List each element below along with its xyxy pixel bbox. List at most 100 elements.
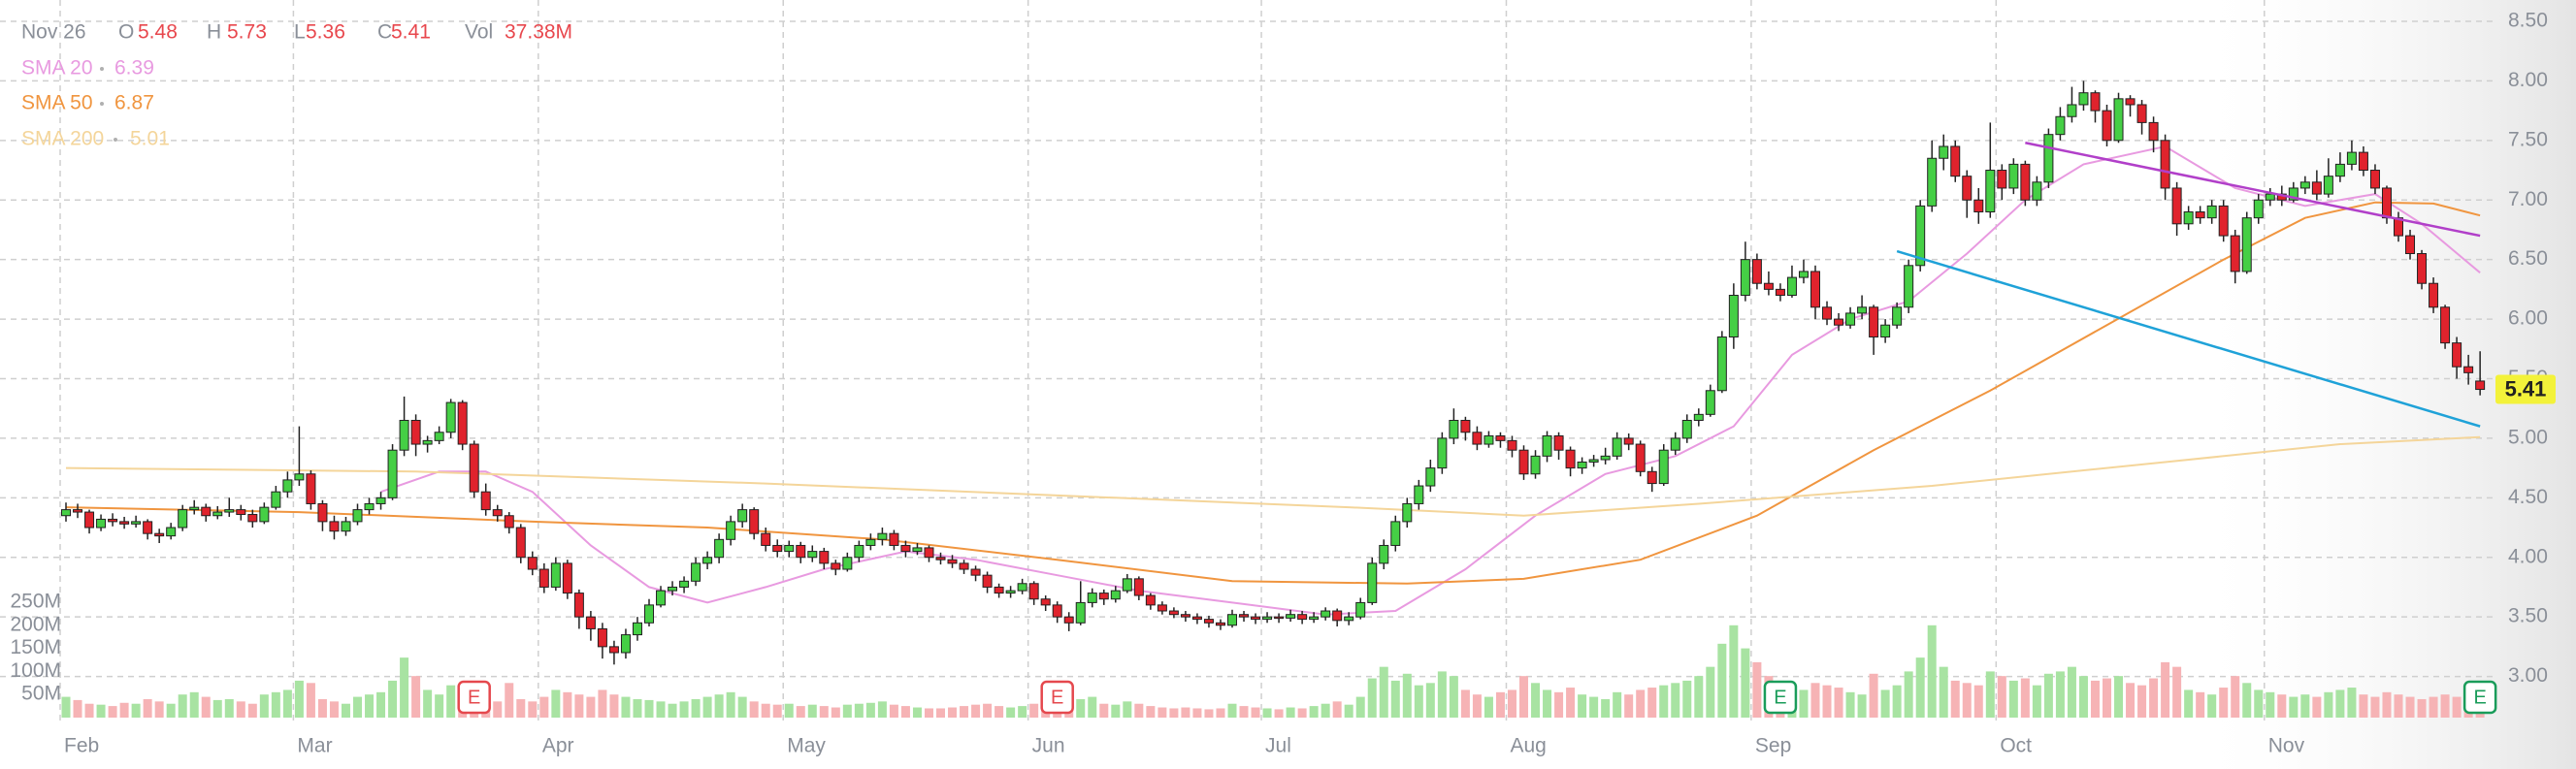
x-tick-label: Oct [2000, 735, 2032, 757]
candle-body [842, 557, 853, 570]
header-label: Vol [465, 21, 493, 44]
candle-body [2346, 151, 2357, 165]
volume-bar [1262, 708, 1272, 718]
candle-body [702, 557, 713, 564]
candle-body [2463, 366, 2474, 373]
volume-bar [539, 696, 549, 718]
candle-body [2113, 98, 2124, 142]
volume-bar [2008, 680, 2018, 718]
candle-body [224, 509, 235, 513]
volume-bar [551, 689, 561, 718]
volume-bar [2405, 696, 2415, 718]
candle-body [1063, 616, 1074, 624]
volume-bar [924, 708, 933, 718]
candle-body [644, 604, 654, 624]
volume-bar [574, 694, 584, 718]
volume-bar [1566, 688, 1576, 718]
candle-body [364, 502, 375, 511]
volume-bar [2196, 691, 2205, 718]
candle-body [282, 479, 293, 493]
volume-bar [2429, 696, 2438, 718]
volume-bar [2137, 685, 2147, 718]
candle-body [2148, 121, 2159, 142]
earnings-label: E [1774, 687, 1786, 708]
candle-body [1157, 604, 1167, 612]
candle-body [550, 562, 561, 588]
volume-bar [2114, 676, 2124, 718]
volume-bar [2103, 678, 2111, 718]
volume-bar [1636, 689, 1646, 718]
candle-body [947, 559, 958, 564]
y-tick-label: 4.50 [2508, 486, 2548, 508]
candle-body [329, 521, 340, 532]
candle-body [2358, 151, 2368, 172]
x-tick-label: Feb [64, 735, 99, 757]
candle-body [656, 590, 667, 606]
volume-bar [2359, 694, 2368, 718]
volume-bar [493, 701, 503, 718]
volume-bar [84, 703, 94, 718]
candle-body [726, 521, 736, 540]
legend-name: SMA 50 [21, 92, 93, 114]
volume-bar [1181, 707, 1190, 718]
volume-bar [446, 685, 456, 718]
candle-body [2381, 187, 2392, 219]
volume-bar [1158, 707, 1167, 718]
volume-bar [2417, 698, 2427, 718]
volume-bar [1449, 676, 1458, 718]
x-tick-label: Jul [1265, 735, 1291, 757]
volume-bar [2172, 666, 2182, 718]
candle-body [1518, 449, 1529, 475]
volume-tick-label: 50M [21, 683, 61, 705]
volume-bar [1018, 706, 1027, 718]
volume-bar [936, 708, 945, 718]
x-tick-label: Jun [1032, 735, 1065, 757]
volume-bar [1495, 691, 1505, 718]
candle-body [1262, 616, 1273, 621]
candle-body [2311, 181, 2322, 195]
volume-bar [737, 696, 747, 718]
volume-bar [586, 696, 596, 718]
earnings-box [1763, 680, 1798, 715]
volume-bar [1111, 704, 1121, 718]
volume-bar [912, 707, 922, 718]
x-tick-label: Mar [297, 735, 332, 757]
volume-bar [1892, 685, 1902, 718]
candle-body [1670, 437, 1680, 451]
volume-bar [679, 701, 689, 718]
candle-body [632, 622, 642, 636]
candle-body [154, 532, 165, 537]
candle-body [2405, 235, 2416, 255]
candle-body [1286, 614, 1296, 619]
candle-body [387, 449, 398, 498]
candle-body [73, 509, 83, 513]
volume-bar [2289, 696, 2299, 718]
legend-dot [100, 102, 104, 106]
candle-body [108, 518, 118, 523]
candle-body [1693, 413, 1704, 421]
candle-body [2136, 104, 2147, 123]
volume-bar [609, 694, 619, 718]
candle-body [608, 646, 619, 654]
volume-bar [714, 694, 724, 718]
y-tick-label: 7.00 [2508, 188, 2548, 210]
x-tick-label: Aug [1510, 735, 1546, 757]
volume-bar [1239, 706, 1249, 718]
x-tick-label: Sep [1755, 735, 1791, 757]
header-value: 5.41 [391, 21, 431, 44]
volume-bar [633, 698, 642, 718]
header-label: L [294, 21, 306, 44]
candle-body [2160, 140, 2170, 189]
header-label: H [207, 21, 221, 44]
volume-bar [865, 702, 875, 718]
volume-bar [329, 701, 339, 718]
volume-bar [178, 694, 187, 718]
y-tick-label: 3.00 [2508, 664, 2548, 687]
volume-bar [61, 696, 71, 718]
candle-body [597, 627, 607, 648]
candle-body [492, 509, 503, 517]
candle-body [166, 527, 177, 537]
volume-bar [1204, 709, 1214, 718]
candle-body [2440, 306, 2451, 344]
